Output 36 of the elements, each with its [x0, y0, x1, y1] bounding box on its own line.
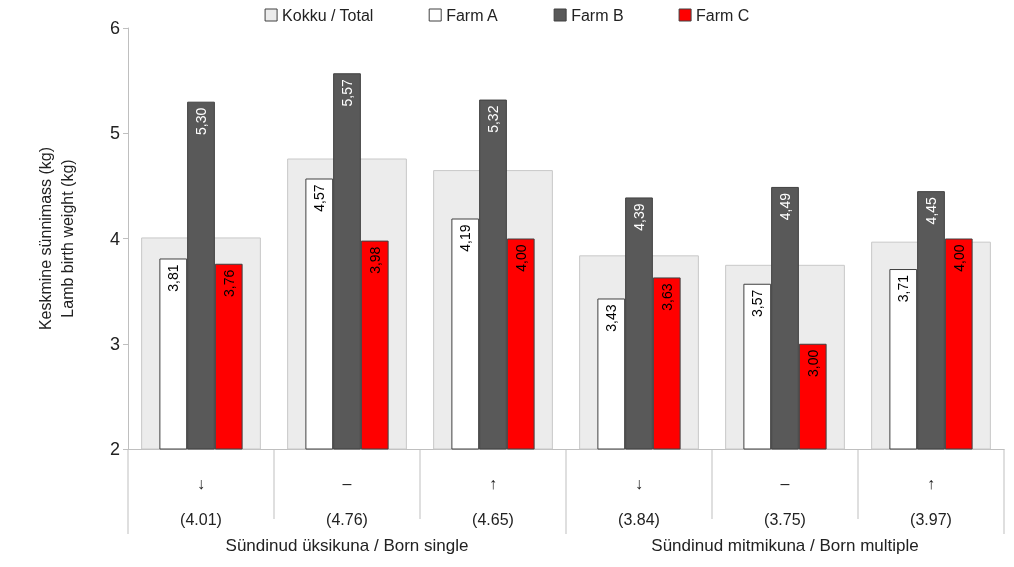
data-label: 5,30 [193, 107, 209, 135]
y-tick-label: 2 [109, 439, 120, 459]
data-label: 3,98 [366, 246, 383, 274]
data-label: 4,39 [631, 203, 647, 231]
data-label: 3,71 [895, 274, 912, 303]
data-label: 3,63 [658, 283, 675, 311]
data-label: 4,19 [457, 224, 474, 252]
data-label: 5,32 [485, 105, 501, 133]
text: Sündinud üksikuna / Born single [225, 536, 469, 555]
y-tick-label: 6 [109, 18, 120, 38]
data-label: 4,49 [777, 192, 793, 221]
x-tick-label: ↓ (3.84) [618, 474, 660, 528]
data-label: 4,57 [311, 184, 328, 212]
x-tick-label: – (4.76) [326, 474, 368, 528]
x-tick-label: ↓ (4.01) [180, 474, 222, 528]
legend-label: Farm A [446, 6, 499, 24]
x-tick-label: ↑ (3.97) [910, 474, 952, 528]
y-tick-label: 4 [109, 228, 120, 249]
data-label: 4,00 [950, 244, 967, 272]
data-label: 4,45 [923, 196, 939, 225]
data-label: 3,76 [220, 269, 237, 298]
x-tick-label: ↑ (4.65) [472, 474, 514, 528]
data-label: 3,57 [749, 289, 766, 318]
y-tick-label: 3 [109, 333, 120, 354]
data-label: 5,57 [339, 79, 355, 107]
x-tick-label: – (3.75) [764, 474, 806, 528]
legend-label: Farm B [571, 6, 624, 24]
data-label: 3,81 [165, 264, 182, 292]
data-label: 3,43 [603, 304, 620, 332]
y-axis-title: Keskmine sünnimass (kg) Lamb birth weight (kg) [36, 146, 76, 331]
legend-label: Kokku / Total [282, 6, 374, 24]
data-label: 3,00 [804, 349, 821, 377]
text: Sündinud mitmikuna / Born multiple [651, 536, 919, 555]
y-tick-label: 5 [109, 123, 120, 144]
data-label: 4,00 [512, 244, 529, 272]
legend-label: Farm C [696, 6, 750, 24]
